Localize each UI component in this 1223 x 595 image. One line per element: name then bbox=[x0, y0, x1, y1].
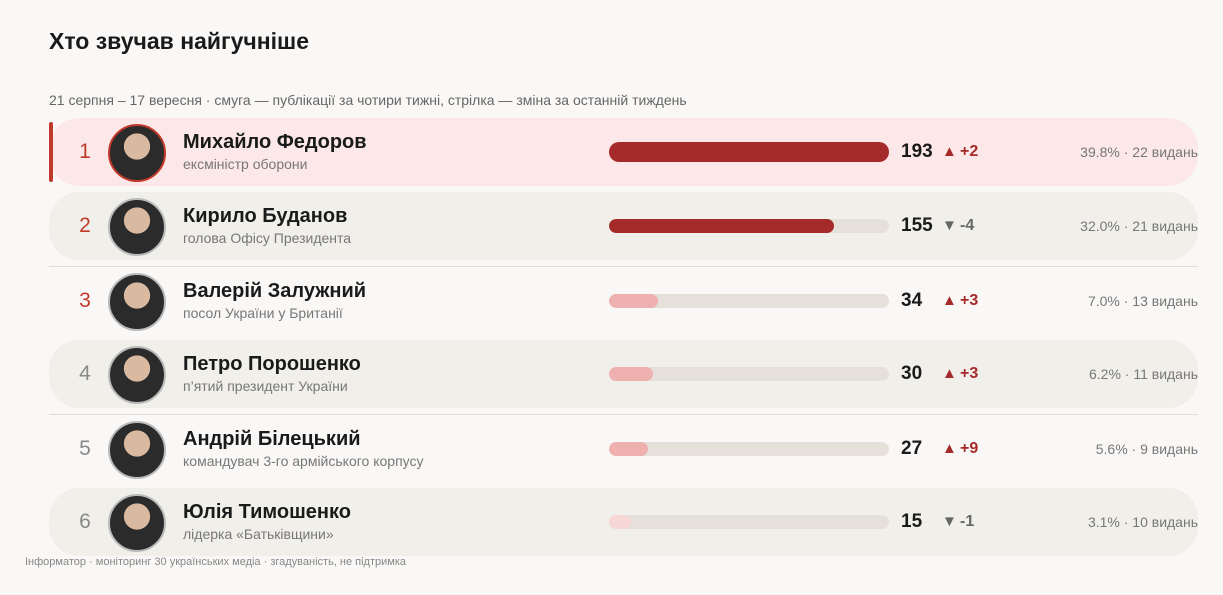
bar bbox=[609, 442, 649, 456]
weekly-change: +2 bbox=[960, 143, 979, 160]
share-outlets: 3.1% · 10 видань bbox=[1087, 514, 1198, 530]
mention-count: 155 bbox=[901, 215, 933, 236]
change-arrow: ▲ bbox=[942, 292, 957, 309]
highlight-accent bbox=[49, 122, 53, 182]
bar bbox=[609, 294, 659, 308]
mention-count: 30 bbox=[901, 363, 923, 384]
mention-count: 27 bbox=[901, 438, 923, 459]
footer: Інформатор · моніторинг 30 українських м… bbox=[25, 556, 407, 568]
rank-row: 6 Юлія Тимошенко лідерка «Батьківщини» 15 ▼ -… bbox=[49, 488, 1198, 556]
weekly-change: -1 bbox=[960, 513, 975, 530]
change-arrow: ▼ bbox=[942, 513, 957, 530]
bar-track bbox=[609, 515, 889, 529]
bar-track bbox=[609, 219, 889, 233]
bar-track bbox=[609, 142, 889, 162]
avatar bbox=[108, 273, 166, 331]
weekly-change: +3 bbox=[960, 292, 979, 309]
bar bbox=[609, 367, 653, 381]
share-outlets: 39.8% · 22 видань bbox=[1080, 144, 1198, 160]
person-role: лідерка «Батьківщини» bbox=[183, 526, 334, 542]
person-role: голова Офісу Президента bbox=[183, 230, 352, 246]
weekly-change: -4 bbox=[960, 217, 975, 234]
rank-row: 3 Валерій Залужний посол України у Британі… bbox=[49, 266, 1198, 335]
avatar bbox=[108, 346, 166, 404]
person-role: командувач 3-го армійського корпусу bbox=[183, 453, 424, 469]
avatar bbox=[108, 124, 166, 182]
mention-count: 34 bbox=[901, 290, 923, 311]
rank-row: 5 Андрій Білецький командувач 3-го армійсь… bbox=[49, 414, 1198, 483]
share-outlets: 7.0% · 13 видань bbox=[1087, 293, 1198, 309]
person-name: Валерій Залужний bbox=[183, 280, 367, 302]
mention-count: 193 bbox=[901, 141, 933, 162]
person-name: Петро Порошенко bbox=[183, 353, 361, 375]
change-arrow: ▲ bbox=[942, 143, 957, 160]
person-name: Юлія Тимошенко bbox=[183, 501, 351, 523]
rank: 6 bbox=[79, 510, 91, 533]
share-outlets: 5.6% · 9 видань bbox=[1095, 441, 1198, 457]
rank: 4 bbox=[79, 362, 91, 385]
bar bbox=[609, 515, 631, 529]
person-name: Кирило Буданов bbox=[183, 205, 348, 227]
weekly-change: +9 bbox=[960, 440, 979, 457]
title: Хто звучав найгучніше bbox=[49, 28, 309, 54]
share-outlets: 32.0% · 21 видань bbox=[1080, 218, 1198, 234]
avatar bbox=[108, 198, 166, 256]
avatar bbox=[108, 494, 166, 552]
change-arrow: ▼ bbox=[942, 217, 957, 234]
person-name: Андрій Білецький bbox=[183, 428, 361, 450]
person-role: ексміністр оборони bbox=[183, 156, 308, 172]
rank: 2 bbox=[79, 214, 91, 237]
bar-track bbox=[609, 367, 889, 381]
rank: 5 bbox=[79, 437, 91, 460]
share-outlets: 6.2% · 11 видань bbox=[1088, 366, 1198, 382]
change-arrow: ▲ bbox=[942, 365, 957, 382]
avatar bbox=[108, 421, 166, 479]
bar-track bbox=[609, 294, 889, 308]
rank-row: 1 Михайло Федоров ексміністр оборони 193 ▲ +2… bbox=[49, 118, 1198, 186]
change-arrow: ▲ bbox=[942, 440, 957, 457]
weekly-change: +3 bbox=[960, 365, 979, 382]
rank: 3 bbox=[79, 289, 91, 312]
subtitle: 21 серпня – 17 вересня · смуга — публіка… bbox=[49, 92, 687, 108]
bar-track bbox=[609, 442, 889, 456]
rank-row: 2 Кирило Буданов голова Офісу Президента 15… bbox=[49, 192, 1198, 260]
person-role: п’ятий президент України bbox=[183, 378, 348, 394]
bar bbox=[609, 142, 889, 162]
rank-row: 4 Петро Порошенко п’ятий президент України… bbox=[49, 340, 1198, 408]
rank: 1 bbox=[79, 140, 91, 163]
bar bbox=[609, 219, 834, 233]
mention-count: 15 bbox=[901, 511, 923, 532]
person-name: Михайло Федоров bbox=[183, 131, 367, 153]
person-role: посол України у Британії bbox=[183, 305, 343, 321]
